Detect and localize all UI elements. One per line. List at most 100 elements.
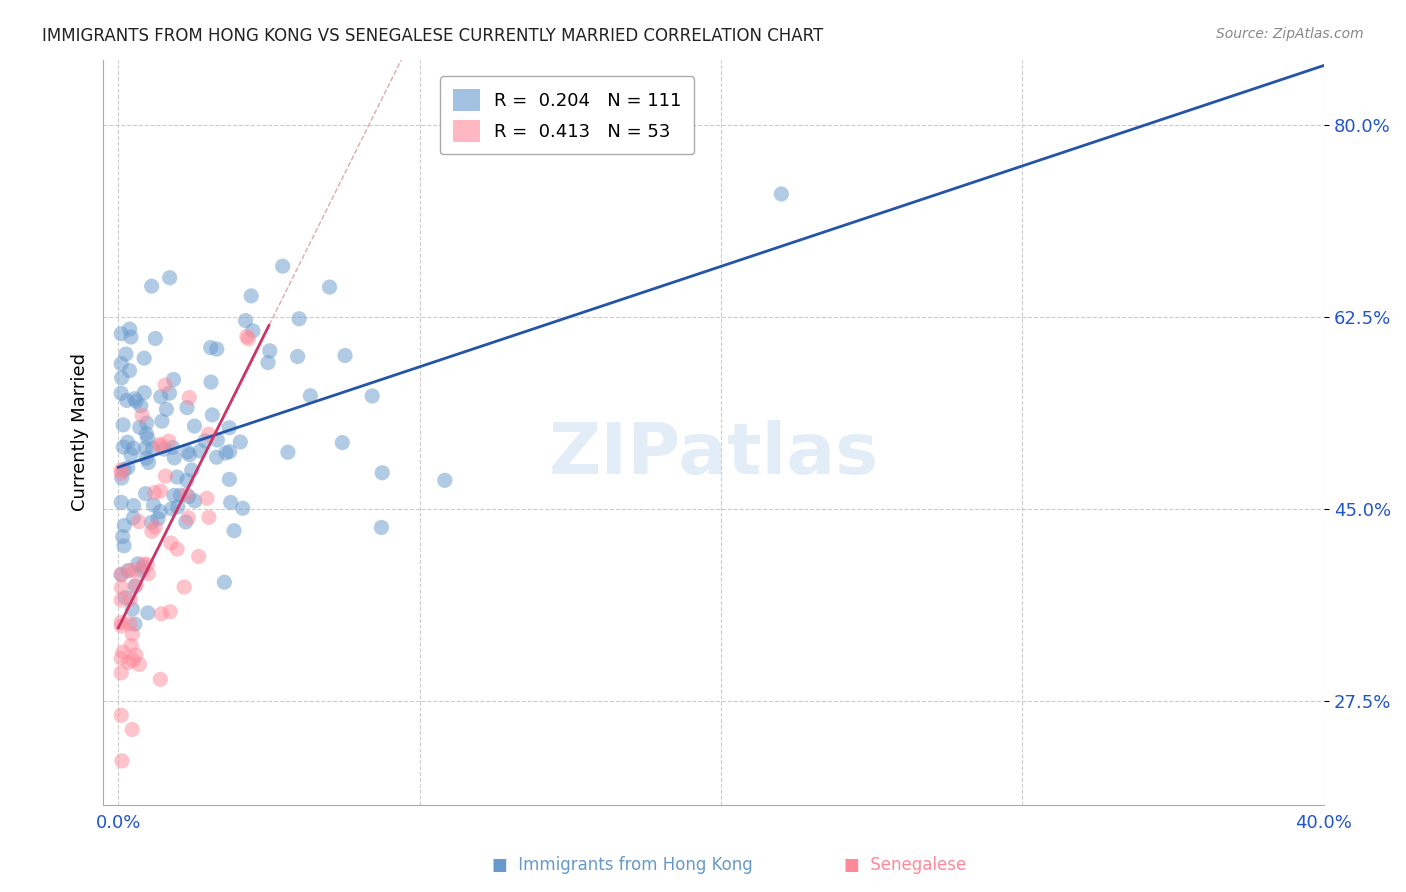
Point [125,578,148,592]
Point [188,444,211,458]
Point [135,426,157,441]
Point [146,512,169,526]
Point [179,391,201,405]
Point [183,419,205,434]
Point [120,639,142,653]
Point [159,386,181,401]
Point [136,431,159,445]
Point [187,549,209,564]
Point [121,723,143,737]
Point [136,606,159,620]
Point [124,579,146,593]
Point [162,441,184,455]
Point [222,524,245,538]
Point [125,648,148,662]
Point [238,332,260,346]
Point [169,488,191,502]
Point [110,357,132,371]
Point [207,433,229,447]
Point [176,474,198,488]
Point [110,615,132,630]
Point [110,593,132,607]
Point [149,390,172,404]
Point [183,494,205,508]
Point [218,421,240,435]
Point [128,420,150,434]
Point [149,439,172,453]
Point [214,575,236,590]
Point [135,442,157,456]
Point [218,472,240,486]
Point [131,564,153,578]
Point [197,427,219,442]
Point [142,441,165,455]
Point [132,557,155,571]
Text: ■  Immigrants from Hong Kong: ■ Immigrants from Hong Kong [492,856,752,874]
Point [110,495,132,509]
Point [138,455,160,469]
Point [177,490,200,504]
Point [259,343,281,358]
Point [166,470,188,484]
Point [232,501,254,516]
Point [111,754,134,768]
Point [229,434,252,449]
Point [132,560,155,574]
Point [200,375,222,389]
Point [318,280,340,294]
Point [110,386,132,401]
Point [120,330,142,344]
Point [180,463,202,477]
Point [118,616,141,631]
Point [143,520,166,534]
Point [333,349,356,363]
Point [111,530,134,544]
Point [174,515,197,529]
Point [236,329,259,343]
Point [149,484,172,499]
Point [149,437,172,451]
Point [330,435,353,450]
Point [235,313,257,327]
Point [121,627,143,641]
Point [150,414,173,428]
Point [118,363,141,377]
Point [200,341,222,355]
Point [287,350,309,364]
Point [166,542,188,557]
Y-axis label: Currently Married: Currently Married [72,353,89,511]
Point [149,673,172,687]
Text: Source: ZipAtlas.com: Source: ZipAtlas.com [1216,27,1364,41]
Point [176,401,198,415]
Point [125,394,148,409]
Point [120,448,142,462]
Point [124,392,146,406]
Point [277,445,299,459]
Point [135,486,157,500]
Point [143,332,166,346]
Point [179,448,201,462]
Point [128,657,150,672]
Point [122,441,145,455]
Point [257,356,280,370]
Point [370,520,392,534]
Point [111,471,134,485]
Point [114,591,136,605]
Point [117,435,139,450]
Point [153,378,176,392]
Point [159,270,181,285]
Point [433,473,456,487]
Point [110,326,132,341]
Point [110,665,132,680]
Point [122,511,145,525]
Point [115,347,138,361]
Point [218,444,240,458]
Point [201,408,224,422]
Point [128,515,150,529]
Point [110,651,132,665]
Point [166,500,188,514]
Point [215,446,238,460]
Point [174,488,197,502]
Point [127,557,149,571]
Point [110,567,132,582]
